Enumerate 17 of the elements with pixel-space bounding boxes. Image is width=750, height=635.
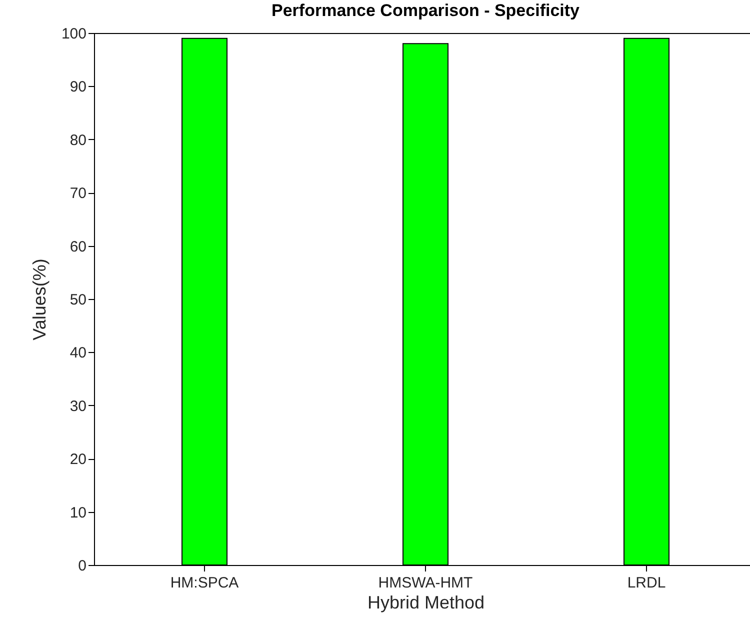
y-tick-label: 90: [70, 78, 86, 96]
y-tick-label: 30: [70, 398, 86, 415]
y-tick-label: 70: [70, 185, 86, 202]
y-tick-label: 40: [70, 344, 86, 362]
chart-title: Performance Comparison - Specificity: [272, 1, 580, 20]
y-tick-label: 50: [70, 292, 86, 308]
y-tick-label: 60: [70, 238, 86, 256]
y-tick-label: 100: [61, 26, 86, 42]
y-tick-label: 80: [70, 132, 86, 149]
y-tick-label: 10: [70, 504, 86, 522]
x-tick-label: HMSWA-HMT: [378, 574, 473, 592]
y-axis-title: Values(%): [29, 258, 50, 340]
y-tick-label: 20: [70, 451, 86, 468]
y-tick-label: 0: [78, 558, 86, 574]
x-axis-title: Hybrid Method: [367, 592, 485, 612]
x-tick-label: HM:SPCA: [170, 574, 239, 592]
x-tick-label: LRDL: [627, 574, 666, 592]
